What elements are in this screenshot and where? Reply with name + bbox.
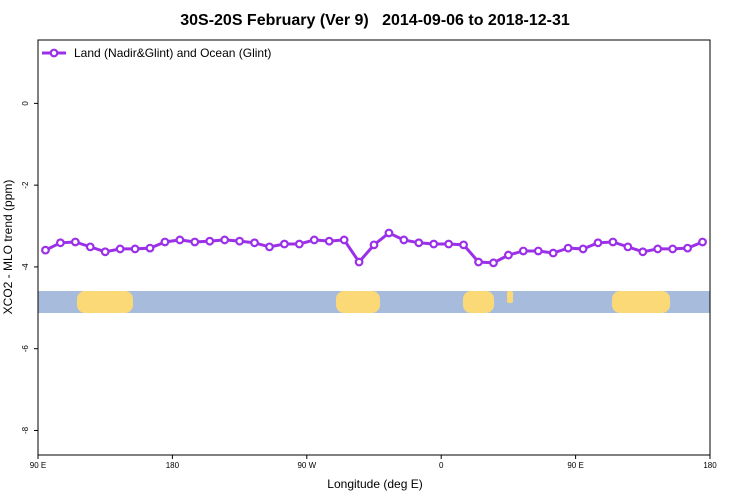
data-point [474,257,483,267]
data-point [205,236,215,246]
x-tick-label: 90 E [567,461,583,470]
data-point [683,243,692,253]
x-axis-label: Longitude (deg E) [327,477,422,491]
data-point [698,237,707,247]
data-point [638,247,648,257]
data-point [130,244,140,254]
data-point [220,235,230,245]
land-ocean-band [38,291,710,313]
data-point [548,248,558,258]
data-point [100,247,110,257]
y-tick-label: -8 [21,426,30,434]
data-point [459,240,469,250]
land [77,291,133,313]
data-point [235,236,245,246]
land [612,291,670,313]
data-point [115,244,125,254]
data-point [41,245,50,255]
data-point [265,242,274,252]
land [463,291,494,313]
y-tick-label: -4 [21,263,30,271]
y-tick-label: 0 [21,101,30,106]
land [507,291,513,303]
data-point [70,237,80,247]
data-point [533,246,543,256]
data-point [369,240,379,250]
data-point [593,238,603,248]
data-point [399,235,409,245]
data-point [309,235,319,245]
data-point [489,258,498,268]
data-point [653,244,663,254]
plot-layer: 90 E 180 90 W 0 90 E 180 0 -2 -4 -6 -8 Land (Nadir&… [21,46,717,470]
x-tick-label: 90 E [30,461,46,470]
y-axis-label: XCO2 - MLO trend (ppm) [1,180,15,315]
data-point [504,250,513,260]
x-tick-label: 180 [166,461,180,470]
data-point [280,239,289,249]
data-point [623,242,633,252]
data-point [444,239,454,249]
data-point [339,235,349,245]
data-point [578,244,588,254]
data-point [85,242,95,252]
data-point [563,243,573,253]
data-point [294,239,304,249]
data-point [354,257,364,267]
data-point [145,243,155,253]
data-point [414,238,424,248]
data-point [324,236,334,246]
x-tick-label: 180 [703,461,717,470]
data-point [668,244,678,254]
chart-title: 30S-20S February (Ver 9) 2014-09-06 to 2… [180,12,570,29]
data-point [518,246,528,256]
data-point [160,237,170,247]
legend-label: Land (Nadir&Glint) and Ocean (Glint) [74,46,271,60]
y-tick-label: -6 [21,345,30,353]
data-point [190,237,200,247]
plot-frame [37,39,711,456]
data-point [175,235,185,245]
data-point [56,238,65,248]
data-point [250,238,259,248]
x-tick-label: 0 [439,461,444,470]
x-tick-label: 90 W [297,461,316,470]
data-point [608,237,618,247]
land [336,291,380,313]
data-point [429,239,439,249]
y-tick-label: -2 [21,181,30,189]
data-point [384,228,394,238]
legend-marker [49,48,59,58]
